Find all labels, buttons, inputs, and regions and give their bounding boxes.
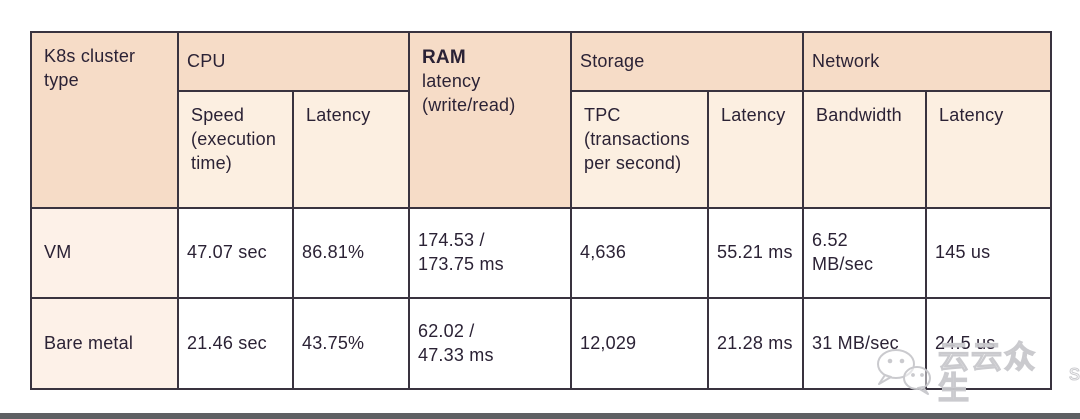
k8s-benchmark-table: K8s cluster type CPU RAM latency (write/r…	[30, 31, 1053, 390]
bare-metal-storage-latency-cell: 21.28 ms	[707, 297, 805, 390]
ram-header-bold: RAM	[422, 47, 466, 68]
bare-metal-network-bandwidth-cell: 31 MB/sec	[802, 297, 928, 390]
vm-ram-latency-cell: 174.53 / 173.75 ms	[408, 207, 573, 299]
vm-network-latency-cell: 145 us	[925, 207, 1053, 299]
vm-storage-tpc-cell: 4,636	[570, 207, 710, 299]
group-header-storage: Storage	[570, 31, 805, 92]
group-header-cpu: CPU	[176, 31, 411, 92]
subheader-storage-tpc: TPC (transactions per second)	[570, 90, 710, 209]
subheader-cpu-speed: Speed (execution time)	[177, 90, 294, 209]
vm-storage-latency-cell: 55.21 ms	[707, 207, 805, 299]
subheader-network-latency: Latency	[925, 90, 1053, 209]
subheader-network-bandwidth: Bandwidth	[802, 90, 928, 209]
subheader-storage-latency: Latency	[707, 90, 805, 209]
group-header-network: Network	[802, 31, 1053, 92]
watermark-suffix: s	[1069, 360, 1080, 385]
vm-network-bandwidth-cell: 6.52 MB/sec	[802, 207, 928, 299]
corner-header-k8s-cluster-type: K8s cluster type	[30, 31, 179, 209]
table-row-bare-metal: Bare metal 21.46 sec 43.75% 62.02 / 47.3…	[30, 297, 1053, 390]
subheader-cpu-latency: Latency	[291, 90, 411, 209]
vm-cpu-latency-cell: 86.81%	[291, 207, 411, 299]
bare-metal-cpu-speed-cell: 21.46 sec	[177, 297, 294, 390]
bare-metal-cpu-latency-cell: 43.75%	[291, 297, 411, 390]
vm-cpu-speed-cell: 47.07 sec	[177, 207, 294, 299]
bare-metal-ram-latency-cell: 62.02 / 47.33 ms	[408, 297, 573, 390]
row-label-bare-metal: Bare metal	[30, 297, 179, 390]
ram-header-rest: latency (write/read)	[422, 71, 516, 115]
group-header-ram-latency: RAM latency (write/read)	[408, 31, 573, 209]
bare-metal-storage-tpc-cell: 12,029	[570, 297, 710, 390]
bare-metal-network-latency-cell: 24.5 us	[925, 297, 1053, 390]
bottom-divider-bar	[0, 413, 1080, 419]
row-label-vm: VM	[30, 207, 179, 299]
table-row-vm: VM 47.07 sec 86.81% 174.53 / 173.75 ms 4…	[30, 207, 1053, 299]
